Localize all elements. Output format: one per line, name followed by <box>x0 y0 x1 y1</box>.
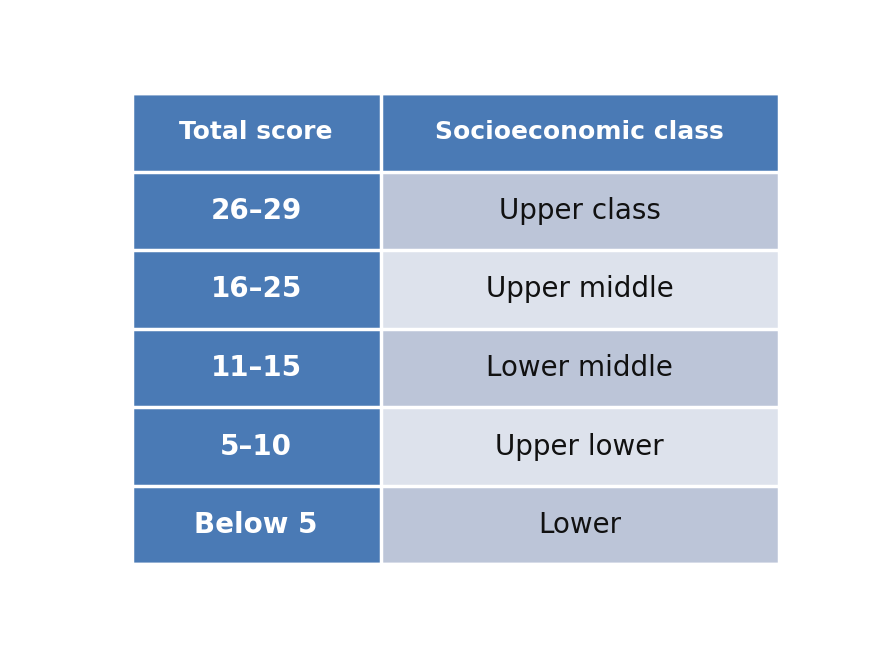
Text: Lower: Lower <box>538 511 622 539</box>
Bar <box>381 250 779 329</box>
Text: Upper lower: Upper lower <box>496 432 664 460</box>
Text: Below 5: Below 5 <box>194 511 318 539</box>
Text: Lower middle: Lower middle <box>487 354 673 382</box>
Text: Socioeconomic class: Socioeconomic class <box>435 120 724 145</box>
Bar <box>131 329 381 408</box>
Text: Total score: Total score <box>179 120 333 145</box>
Bar <box>131 486 381 564</box>
Text: Upper class: Upper class <box>499 197 661 225</box>
Bar <box>131 250 381 329</box>
Bar <box>131 408 381 486</box>
Bar <box>381 93 779 172</box>
Bar <box>381 408 779 486</box>
Text: Upper middle: Upper middle <box>486 275 673 303</box>
Text: 26–29: 26–29 <box>210 197 302 225</box>
Text: 16–25: 16–25 <box>210 275 302 303</box>
Bar <box>131 93 381 172</box>
Text: 11–15: 11–15 <box>210 354 302 382</box>
Bar <box>381 329 779 408</box>
Bar <box>381 172 779 250</box>
Bar <box>381 486 779 564</box>
Bar <box>131 172 381 250</box>
Text: 5–10: 5–10 <box>220 432 292 460</box>
